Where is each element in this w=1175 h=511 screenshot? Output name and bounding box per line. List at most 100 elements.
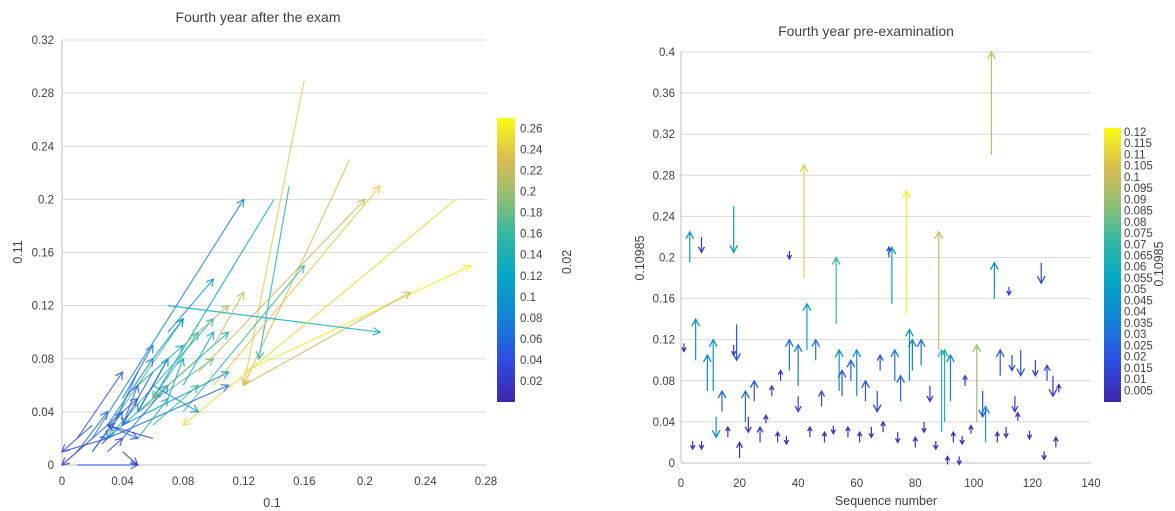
chart-right-arrow xyxy=(749,379,759,402)
chart-left-arrow xyxy=(137,357,215,413)
chart-left-arrow-shaft xyxy=(76,371,124,439)
chart-right-arrow-head xyxy=(978,409,988,419)
chart-right-xtick-label: 20 xyxy=(733,478,746,490)
chart-right-arrow-head xyxy=(831,256,841,265)
chart-right-yticks: 0 0.04 0.08 0.12 0.16 0.2 0.24 0.28 0.32 0.36 0.4 xyxy=(653,47,676,470)
chart-left-arrow-head xyxy=(236,291,245,301)
chart-right-arrow-head xyxy=(946,353,955,363)
chart-left-xtick-label: 0.08 xyxy=(172,476,194,488)
chart-left-arrow-shaft xyxy=(258,185,290,359)
chart-right-arrow xyxy=(852,348,862,397)
chart-left-xtick-label: 0.12 xyxy=(233,476,255,488)
chart-right-ytick-label: 0.16 xyxy=(653,294,675,306)
chart-left-arrow-shaft xyxy=(152,384,199,426)
chart-right-colorbar xyxy=(1104,128,1121,402)
chart-right-arrow xyxy=(959,435,965,446)
chart-left-colorbar-tick: 0.24 xyxy=(520,145,543,157)
chart-right-arrow-head xyxy=(799,163,809,173)
chart-right-arrow-head xyxy=(856,430,863,437)
chart-right-arrow xyxy=(741,389,750,422)
chart-left-arrow-head xyxy=(190,384,200,394)
chart-right-ytick-label: 0.2 xyxy=(659,253,675,265)
chart-right-arrow xyxy=(894,432,901,444)
chart-right-arrow-head xyxy=(793,343,803,353)
chart-right-arrow-head xyxy=(861,379,870,389)
chart-right-arrow xyxy=(944,455,951,465)
chart-right-arrow xyxy=(802,302,812,350)
chart-left-arrow xyxy=(212,185,381,386)
chart-right-arrow xyxy=(794,396,802,413)
chart-left-arrow-shaft xyxy=(212,185,381,386)
chart-left: Fourth year after the exam 0 0.04 0.08 0.12… xyxy=(11,9,574,510)
chart-right-arrow-head xyxy=(876,353,884,361)
chart-left-arrow-shaft xyxy=(106,371,139,439)
chart-left-arrow-head xyxy=(372,185,381,195)
chart-right-colorbar-tick: 0.105 xyxy=(1124,161,1153,173)
chart-right-arrow xyxy=(995,348,1005,376)
chart-right-arrow-head xyxy=(777,369,784,375)
chart-left-arrow-head xyxy=(60,443,70,453)
chart-right-ytick-label: 0.24 xyxy=(653,211,676,223)
chart-left-arrow-shaft xyxy=(137,398,169,439)
chart-left-ytick-label: 0.28 xyxy=(32,88,54,100)
chart-left-arrow xyxy=(106,371,139,440)
chart-left-arrow-head xyxy=(145,357,154,367)
chart-left-arrow-shaft xyxy=(76,411,108,453)
chart-right-arrow xyxy=(837,369,847,397)
chart-left-arrow xyxy=(60,437,93,466)
chart-right-arrow xyxy=(708,338,718,392)
chart-right-xtick-label: 60 xyxy=(850,478,863,490)
chart-left-arrow-shaft xyxy=(106,358,154,426)
chart-right-arrow xyxy=(729,206,739,254)
chart-right-arrow xyxy=(736,441,744,458)
chart-left-arrow xyxy=(167,305,382,336)
chart-right-arrow-head xyxy=(962,374,968,380)
chart-right-colorbar-tick: 0.12 xyxy=(1124,127,1146,139)
chart-left-arrow-head xyxy=(115,370,124,381)
chart-right-arrow-head xyxy=(786,254,793,261)
chart-left-arrow-head xyxy=(60,457,70,466)
chart-right-ytick-label: 0.4 xyxy=(659,47,676,59)
chart-right-arrow-head xyxy=(1026,434,1033,441)
chart-right-arrow xyxy=(1041,451,1047,461)
chart-right-colorbar-label: 0.10985 xyxy=(1152,241,1166,286)
chart-left-gridlines xyxy=(62,39,486,413)
chart-left-arrow-head xyxy=(205,357,215,367)
chart-left-colorbar-tick: 0.04 xyxy=(520,355,543,367)
chart-right-arrow xyxy=(861,379,870,402)
chart-right-arrow-head xyxy=(807,425,813,432)
chart-right-arrow xyxy=(950,430,957,443)
chart-left-colorbar-tick: 0.02 xyxy=(520,376,542,388)
chart-right-arrow-head xyxy=(736,441,744,449)
chart-right-arrow xyxy=(1036,262,1046,285)
chart-right-arrow xyxy=(793,343,803,386)
chart-left-xlabel: 0.1 xyxy=(263,496,280,510)
chart-right-arrow-head xyxy=(1043,364,1051,372)
chart-right-arrow xyxy=(1056,383,1062,393)
chart-right-colorbar-tick: 0.05 xyxy=(1124,284,1146,296)
chart-right-arrow-head xyxy=(811,338,821,348)
chart-right-colorbar-tick: 0.115 xyxy=(1124,138,1152,150)
chart-right-colorbar-tick: 0.07 xyxy=(1124,239,1146,251)
chart-left-arrow-shaft xyxy=(243,79,305,386)
chart-left-colorbar-ticks: 0.02 0.04 0.06 0.08 0.1 0.12 0.14 0.16 0.18 0.2 0.… xyxy=(520,124,543,388)
chart-right-arrow-head xyxy=(711,429,721,439)
chart-right-arrow-head xyxy=(774,430,781,437)
chart-right-arrow xyxy=(763,413,769,424)
chart-right-colorbar-tick: 0.04 xyxy=(1124,307,1147,319)
chart-right-arrow xyxy=(691,317,701,361)
chart-right-arrow-head xyxy=(689,444,696,451)
chart-left-arrow-shaft xyxy=(167,278,214,333)
chart-right-arrow xyxy=(818,389,826,407)
chart-right-arrow xyxy=(946,353,955,402)
chart-right-ytick-label: 0.36 xyxy=(653,88,675,100)
chart-right-arrow-head xyxy=(756,425,764,433)
chart-left-arrow xyxy=(152,384,200,413)
chart-right-arrow-head xyxy=(890,348,900,358)
chart-right-colorbar-tick: 0.06 xyxy=(1124,262,1146,274)
chart-right-arrow-head xyxy=(729,245,739,254)
chart-right-arrow xyxy=(978,391,988,419)
chart-right-arrow-head xyxy=(783,439,790,446)
chart-right-arrow-head xyxy=(846,358,856,368)
chart-right-arrow xyxy=(831,256,841,325)
